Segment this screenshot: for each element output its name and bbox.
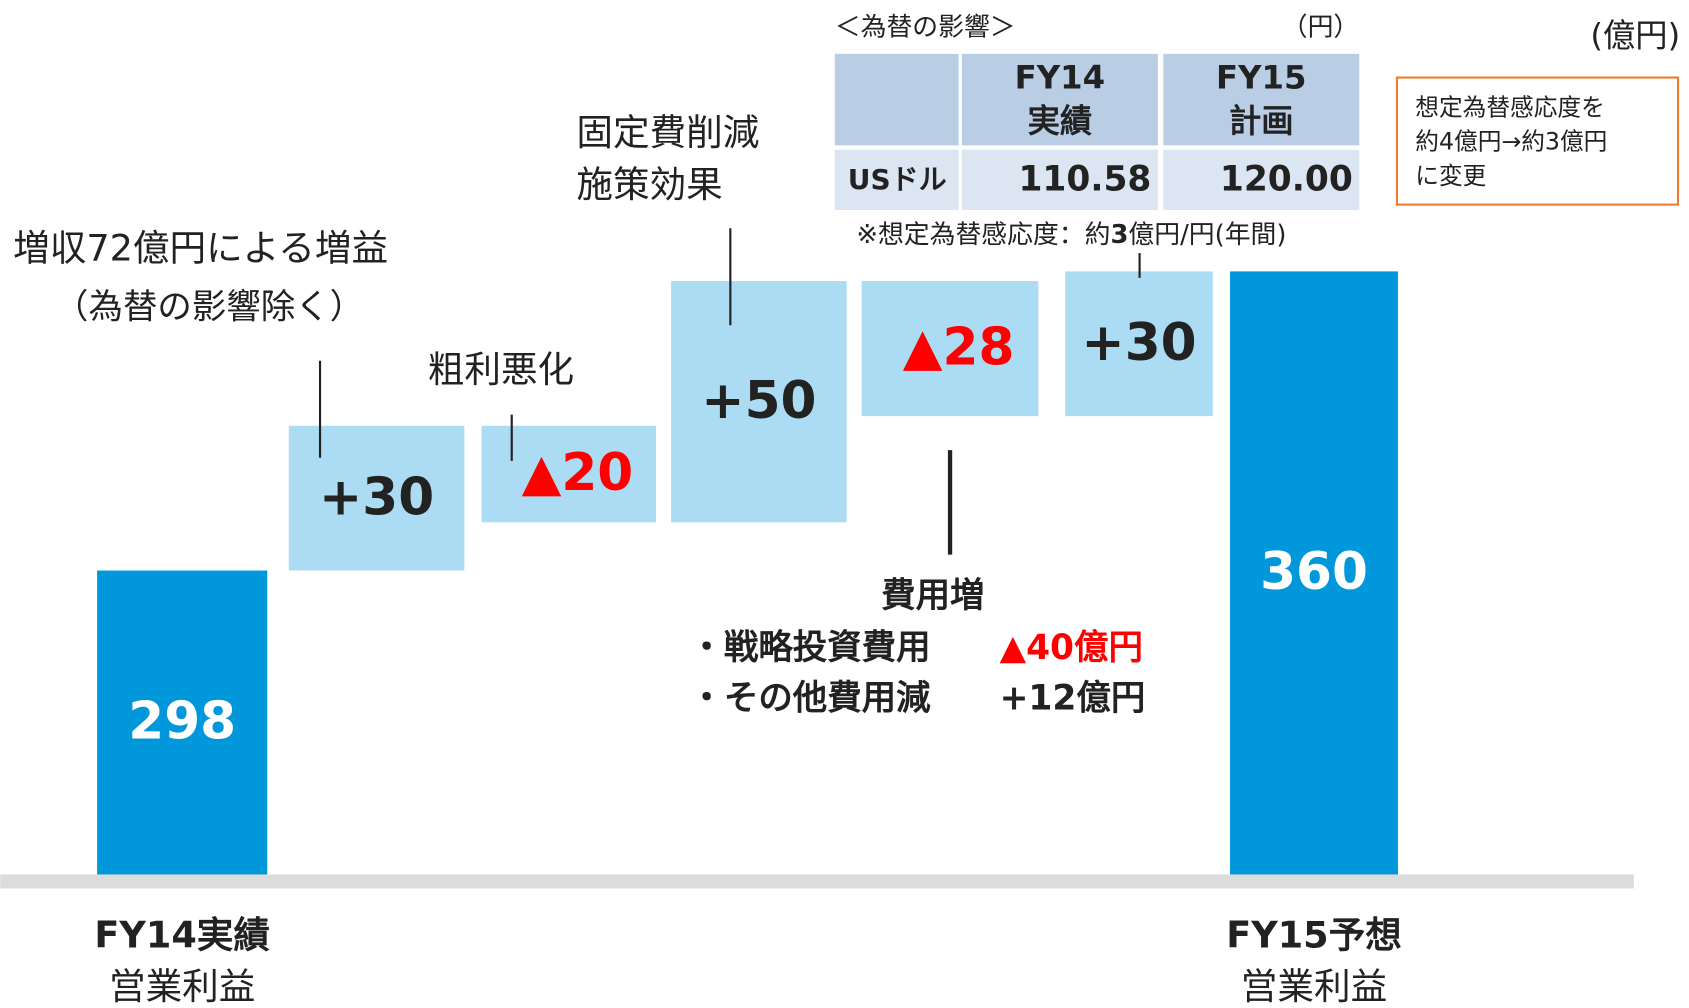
annotation-item-value: ▲40億円 [1000, 628, 1143, 668]
note-part: 3 [1110, 219, 1128, 249]
note-box [1395, 76, 1680, 206]
table-value: 120.00 [1220, 159, 1353, 199]
table-header: FY14 [1015, 59, 1105, 97]
note-line: 想定為替感応度を [1415, 93, 1605, 121]
value-label: ▲20 [522, 443, 634, 503]
baseline [0, 874, 1634, 889]
table-header: 計画 [1229, 102, 1294, 140]
sensitivity-note: ※想定為替感応度：約3億円/円(年間) [856, 219, 1286, 249]
value-label: ▲28 [903, 318, 1015, 378]
delta-bar [861, 281, 1039, 417]
annotation: （為替の影響除く） [54, 288, 364, 328]
delta-bar [671, 281, 847, 523]
annotation-title: 費用増 [881, 576, 984, 616]
annotation: 施策効果 [576, 163, 722, 206]
table-header: FY15 [1216, 59, 1306, 97]
delta-bar [288, 425, 465, 571]
annotation: 増収72億円による増益 [13, 226, 388, 269]
total-bar [1230, 271, 1399, 875]
delta-bar [1065, 271, 1213, 417]
unit-label: (億円) [1590, 17, 1680, 55]
value-label: +30 [1081, 313, 1196, 373]
value-label: +30 [319, 467, 434, 527]
table-header-cell [1163, 53, 1360, 146]
table-row-label: USドル [848, 163, 947, 196]
table-header-cell [961, 53, 1158, 146]
table-unit: （円） [1282, 13, 1359, 43]
annotation: 固定費削減 [576, 111, 759, 154]
value-label: 298 [128, 692, 236, 752]
table-cell [834, 149, 959, 210]
annotation: 粗利悪化 [428, 348, 574, 391]
table-header-cell [834, 53, 959, 146]
category-subtitle: 営業利益 [1241, 965, 1387, 1008]
value-label: 360 [1260, 542, 1368, 602]
note-line: 約4億円→約3億円 [1415, 128, 1607, 156]
table-cell [1163, 149, 1360, 210]
table-title: ＜為替の影響＞ [835, 13, 1016, 43]
annotation-item: ・戦略投資費用 [689, 628, 930, 668]
annotation-item-value: +12億円 [1000, 679, 1146, 719]
note-part: ※想定為替感応度：約 [856, 219, 1110, 249]
table-value: 110.58 [1018, 159, 1151, 199]
category-subtitle: 営業利益 [109, 965, 255, 1008]
total-bar [97, 570, 268, 875]
note-part: 億円/円(年間) [1128, 219, 1286, 249]
note-line: に変更 [1415, 162, 1486, 190]
table-header: 実績 [1028, 102, 1093, 140]
category-label: FY15予想 [1226, 913, 1402, 956]
table-cell [961, 149, 1158, 210]
value-label: +50 [701, 371, 816, 431]
annotation-item: ・その他費用減 [689, 679, 931, 719]
category-label: FY14実績 [94, 913, 270, 956]
